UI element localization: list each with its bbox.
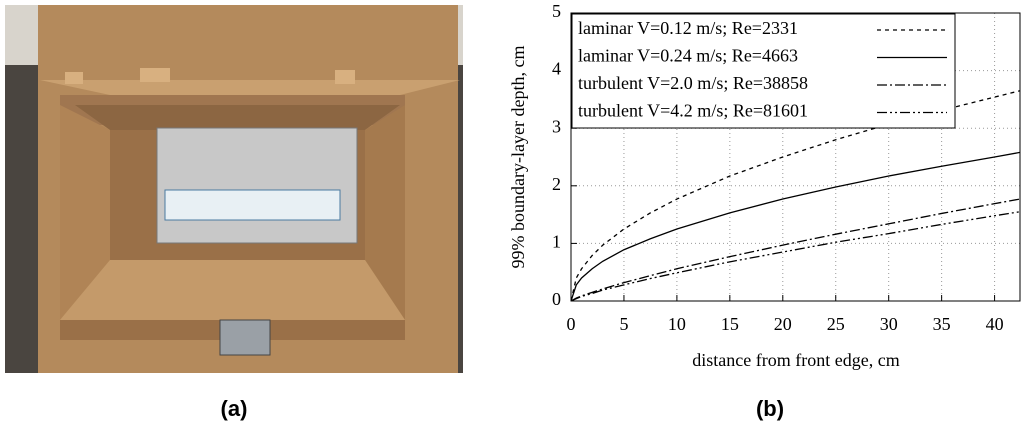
sensor xyxy=(219,319,271,356)
legend-label: turbulent V=2.0 m/s; Re=38858 xyxy=(578,73,808,93)
y-tick-label: 3 xyxy=(552,116,561,136)
block xyxy=(140,68,170,82)
grid-panel xyxy=(156,127,358,244)
x-tick-label: 40 xyxy=(986,314,1004,334)
x-tick-label: 25 xyxy=(827,314,845,334)
x-tick-label: 35 xyxy=(933,314,951,334)
ceiling-inner xyxy=(75,105,400,130)
plot-area xyxy=(571,90,1020,301)
right-wall xyxy=(365,105,405,320)
y-tick-label: 0 xyxy=(552,289,561,309)
y-tick-label: 1 xyxy=(552,232,561,252)
y-tick-label: 2 xyxy=(552,174,561,194)
left-wall xyxy=(60,105,110,320)
block xyxy=(65,72,83,84)
x-tick-label: 30 xyxy=(880,314,898,334)
top-shelf xyxy=(40,80,460,95)
floor xyxy=(60,260,405,320)
legend-label: turbulent V=4.2 m/s; Re=81601 xyxy=(578,101,808,121)
x-tick-label: 10 xyxy=(668,314,686,334)
data-line xyxy=(571,198,1020,301)
photo xyxy=(5,5,463,373)
block xyxy=(335,70,355,84)
legend-label: laminar V=0.12 m/s; Re=2331 xyxy=(578,18,798,38)
x-tick-label: 5 xyxy=(619,314,628,334)
panel-label: (a) xyxy=(221,396,248,421)
data-line xyxy=(571,90,1020,301)
x-axis-label: distance from front edge, cm xyxy=(692,350,899,370)
legend-label: laminar V=0.24 m/s; Re=4663 xyxy=(578,46,798,66)
panel-label: (b) xyxy=(756,396,784,421)
data-line xyxy=(571,151,1020,301)
x-tick-label: 0 xyxy=(567,314,576,334)
data-line xyxy=(571,211,1020,301)
y-axis-label: 99% boundary-layer depth, cm xyxy=(508,46,528,269)
y-tick-label: 4 xyxy=(552,59,561,79)
plate xyxy=(164,189,341,221)
y-tick-label: 5 xyxy=(552,1,561,21)
plot-frame xyxy=(570,12,1021,302)
legend-box xyxy=(571,13,956,129)
x-tick-label: 15 xyxy=(721,314,739,334)
x-tick-label: 20 xyxy=(774,314,792,334)
